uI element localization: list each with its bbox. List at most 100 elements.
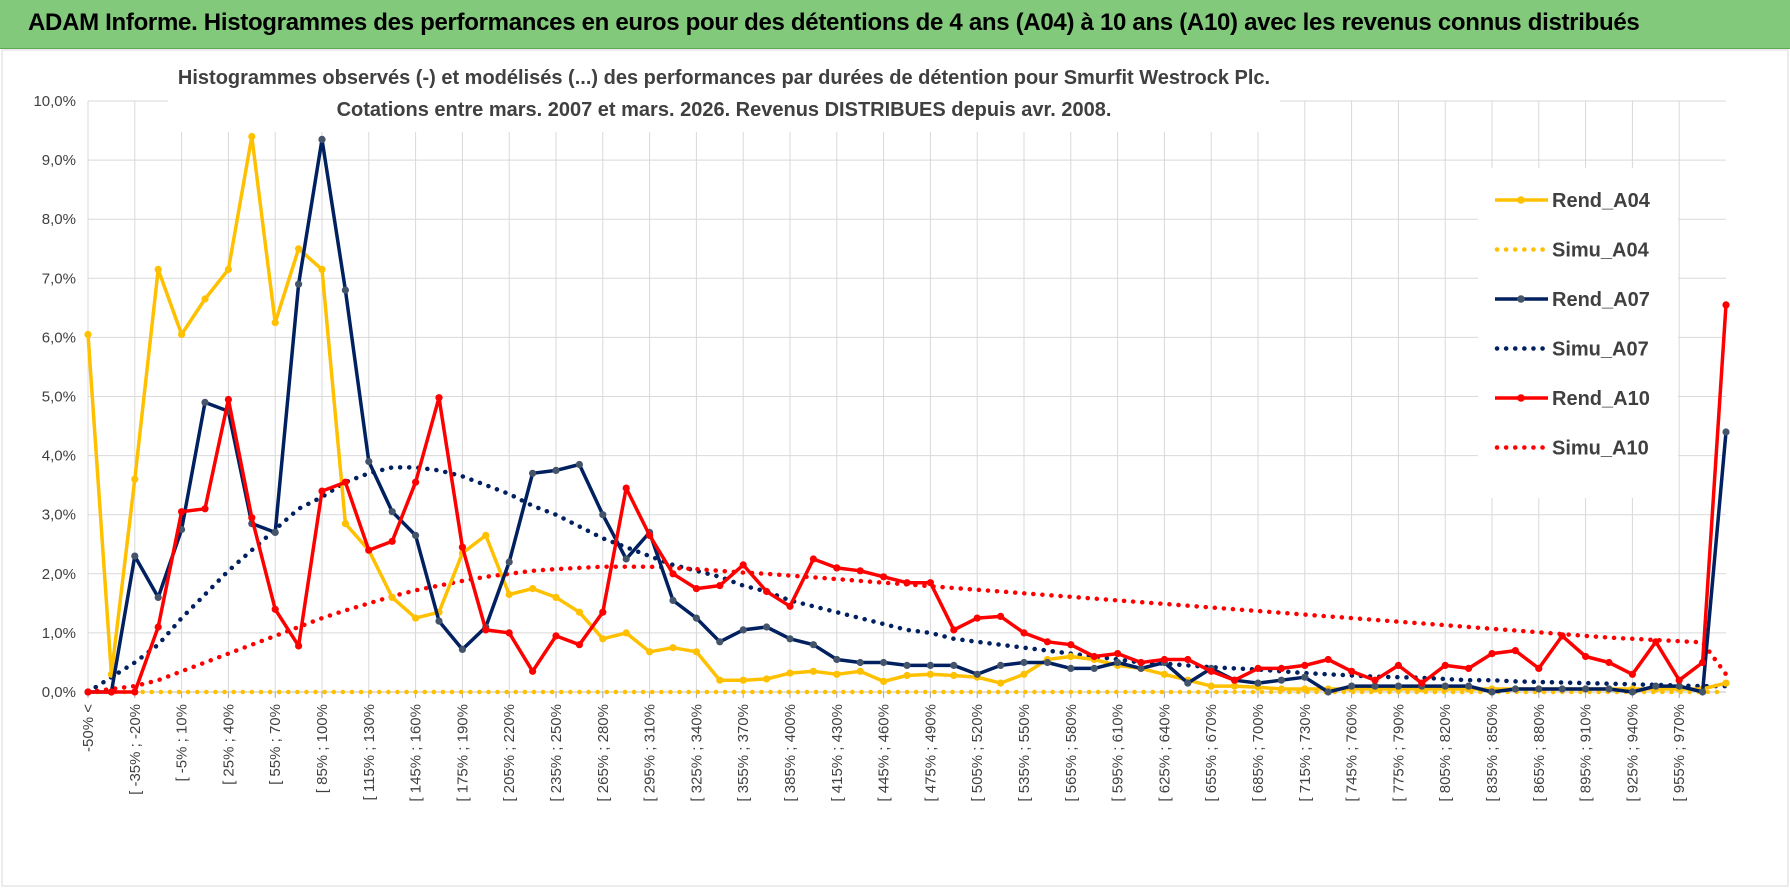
data-point [178,330,186,338]
data-point [1558,632,1566,640]
data-point [1231,682,1239,690]
data-point [763,623,771,631]
data-point [552,632,560,640]
legend-label: Simu_A04 [1552,240,1650,262]
legend-marker [1517,295,1525,303]
data-point [880,658,888,667]
data-point [1207,667,1215,675]
data-point [458,645,466,654]
data-point [716,582,724,590]
data-point [1348,682,1356,690]
data-point [388,593,396,602]
data-point [692,585,701,593]
x-tick-label: [ 325% ; 340% [688,704,705,802]
x-tick-label: [ 505% ; 520% [969,704,986,802]
x-tick-label: [ 895% ; 910% [1578,704,1595,802]
x-tick-label: [ 595% ; 610% [1110,704,1127,802]
data-point [1114,658,1122,667]
data-point [552,466,560,474]
data-point [997,612,1005,621]
data-point [1301,673,1309,681]
data-point [248,132,256,141]
data-point [575,608,584,616]
data-point [1277,664,1285,673]
x-tick-label: [ 25% ; 40% [220,704,237,785]
y-tick-label: 8,0% [42,211,76,228]
y-tick-label: 0,0% [42,684,76,701]
data-point [1301,661,1309,670]
legend-label: Rend_A07 [1552,289,1650,311]
x-tick-label: [ 205% ; 220% [501,704,518,802]
data-point [1231,676,1239,684]
title-banner: ADAM Informe. Histogrammes des performan… [0,0,1790,49]
data-point [1371,682,1379,690]
x-tick-label: [ 805% ; 820% [1437,704,1454,802]
data-point [505,629,513,637]
y-tick-label: 1,0% [42,625,76,642]
data-point [833,670,841,678]
data-point [1488,688,1496,696]
data-point [154,593,162,602]
data-point [552,593,560,602]
data-point [271,605,279,613]
data-point [1488,650,1496,658]
legend-item: Simu_A07 [1494,339,1649,361]
x-tick-label: [ 565% ; 580% [1063,704,1080,802]
x-tick-label: [ 115% ; 130% [361,704,378,800]
x-tick-label: [ 955% ; 970% [1671,704,1688,802]
data-point [1371,676,1379,684]
data-point [318,487,326,495]
data-point [1301,685,1309,693]
data-point [809,555,818,563]
data-point [1675,676,1683,684]
x-tick-label: [ 535% ; 550% [1016,704,1033,802]
data-point [1394,661,1402,670]
legend-background [1478,168,1678,498]
legend-label: Rend_A04 [1552,190,1651,212]
legend-marker [1517,196,1525,204]
data-point [833,655,841,664]
data-point [833,564,841,572]
data-point [482,626,490,634]
data-point [926,670,935,678]
series-rend-a10 [84,301,1730,696]
data-point [926,579,935,587]
data-point [1254,679,1262,687]
x-tick-label: [ 415% ; 430% [829,704,846,802]
x-tick-label: -50% < [80,704,97,752]
data-point [1020,670,1028,678]
legend-item: Simu_A04 [1494,240,1650,262]
x-tick-label: [ 865% ; 880% [1531,704,1548,802]
data-point [1652,682,1660,690]
data-point [84,688,92,696]
data-point [341,286,349,294]
data-point [1043,658,1051,667]
data-point [599,511,607,519]
x-tick-label: [ 685% ; 700% [1250,704,1267,802]
data-point [669,596,677,605]
data-point [154,265,162,273]
data-point [1582,652,1590,661]
data-point [1020,629,1028,637]
x-tick-label: [ 265% ; 280% [595,704,612,802]
legend-label: Simu_A07 [1552,339,1649,361]
x-tick-label: [ 85% ; 100% [314,704,331,793]
x-tick-label: [ 625% ; 640% [1156,704,1173,802]
data-point [412,614,420,622]
data-point [622,484,630,492]
x-tick-label: [ 445% ; 460% [876,704,893,802]
data-point [1043,638,1051,646]
data-point [1558,685,1566,693]
x-tick-label: [ 145% ; 160% [408,704,425,802]
data-point [739,676,747,684]
data-point [926,661,935,670]
data-point [505,558,513,566]
data-point [1465,682,1473,690]
data-point [107,688,115,696]
data-point [482,531,490,539]
data-point [1067,664,1075,673]
x-tick-label: [ 355% ; 370% [735,704,752,802]
data-point [692,614,701,622]
data-point [1628,688,1636,696]
data-point [1207,682,1215,690]
